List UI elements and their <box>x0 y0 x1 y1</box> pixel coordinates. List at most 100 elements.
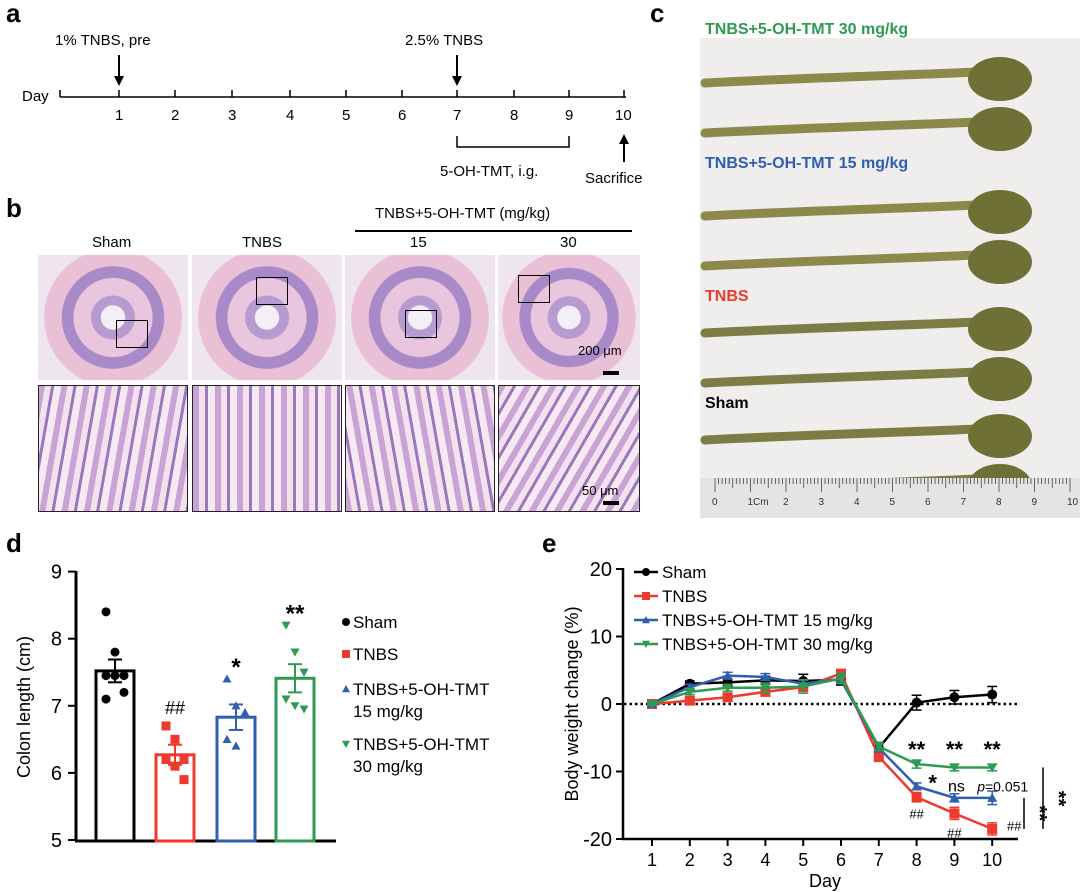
colon-cecum <box>968 357 1032 401</box>
day-label: 3 <box>228 107 237 124</box>
y-tick-label: 7 <box>51 696 62 718</box>
data-point <box>101 607 111 617</box>
legend-marker <box>642 568 650 576</box>
legend-label: TNBS+5-OH-TMT <box>353 680 489 699</box>
legend-marker <box>342 740 350 748</box>
colon-segment <box>700 249 1005 271</box>
data-point <box>987 792 998 802</box>
panel-label-c: c <box>650 0 665 28</box>
pre-arrow-icon-head <box>114 76 124 86</box>
treatment-label: 5-OH-TMT, i.g. <box>440 163 539 180</box>
zoom-box <box>518 275 550 303</box>
legend-marker <box>342 685 350 693</box>
colon-cecum <box>968 107 1032 151</box>
legend-label: Sham <box>353 613 397 632</box>
photo-label-sham: Sham <box>705 395 749 412</box>
ruler-label: 0 <box>712 497 718 508</box>
data-point <box>722 683 733 693</box>
data-point <box>949 763 960 773</box>
histology-highmag-2 <box>345 385 495 512</box>
series-line-2 <box>651 674 993 800</box>
data-point <box>119 671 129 681</box>
data-point <box>179 754 189 764</box>
day-label: 6 <box>398 107 407 124</box>
significance-label: ## <box>165 698 185 718</box>
day-label: 1 <box>115 107 124 124</box>
histology-lowmag-1 <box>192 255 342 380</box>
colon-photo <box>700 38 1080 518</box>
histology-group-header: TNBS+5-OH-TMT (mg/kg) <box>375 205 551 222</box>
x-axis-title: Day <box>809 871 841 891</box>
data-point <box>231 741 241 750</box>
hash-label: ## <box>947 825 962 840</box>
panel-label-b: b <box>6 193 22 223</box>
data-point <box>281 621 291 630</box>
data-point <box>949 692 960 703</box>
data-point <box>119 687 129 697</box>
histology-highmag-1 <box>192 385 342 512</box>
photo-label-15: TNBS+5-OH-TMT 15 mg/kg <box>705 155 909 172</box>
timeline-axis-label: Day <box>22 88 49 105</box>
significance-label: ** <box>946 737 964 762</box>
x-tick-label: 9 <box>949 850 959 870</box>
body-weight-chart: -20 -10 0 10 20 1 2 3 4 5 6 7 8 9 10 Day Body weight cha… <box>562 559 1069 891</box>
y-tick-label: -10 <box>583 762 612 784</box>
data-point <box>101 671 111 681</box>
significance-label: ns <box>948 778 965 795</box>
hash-label: ## <box>909 806 924 821</box>
data-point <box>760 672 771 681</box>
data-point <box>911 760 922 770</box>
bar-0 <box>94 669 136 843</box>
y-tick-label: 8 <box>51 629 62 651</box>
legend-label: TNBS <box>353 645 398 664</box>
colon-cecum <box>968 190 1032 234</box>
data-point <box>290 648 300 657</box>
data-point <box>987 823 998 834</box>
y-axis-title: Body weight change (%) <box>562 606 582 801</box>
panel-label-a: a <box>6 0 21 28</box>
data-point <box>222 674 232 683</box>
colon-cecum <box>968 240 1032 284</box>
data-point <box>170 734 180 744</box>
legend-label: TNBS+5-OH-TMT 30 mg/kg <box>662 635 873 654</box>
day-label: 10 <box>615 107 632 124</box>
series-line-1 <box>651 672 993 831</box>
data-point <box>161 721 171 731</box>
x-tick-label: 6 <box>836 850 846 870</box>
y-tick-label: 6 <box>51 763 62 785</box>
zoom-box <box>256 277 288 305</box>
legend-label: TNBS <box>662 587 707 606</box>
data-point <box>240 708 250 717</box>
y-tick-label: 10 <box>590 627 612 649</box>
data-point <box>222 734 232 743</box>
legend-marker <box>642 616 650 624</box>
col-header-tnbs: TNBS <box>242 234 283 251</box>
data-point <box>949 808 960 819</box>
scale-bar-top <box>603 371 619 375</box>
day-label: 7 <box>453 107 462 124</box>
data-point <box>798 682 809 692</box>
data-point <box>836 674 846 684</box>
col-header-sham: Sham <box>92 234 132 251</box>
series-line-3 <box>651 676 993 769</box>
scale-bar-label-top: 200 μm <box>578 343 622 358</box>
data-point <box>987 763 998 773</box>
data-point <box>684 695 695 706</box>
x-tick-label: 8 <box>912 850 922 870</box>
colon-segment <box>700 366 1005 388</box>
legend-marker <box>642 592 650 600</box>
colon-segment <box>700 316 1005 338</box>
histology-lowmag-0 <box>38 255 188 380</box>
ruler-label: 8 <box>996 497 1002 508</box>
tnbs-arrow-icon-head <box>452 76 462 86</box>
data-point <box>987 689 998 700</box>
x-tick-label: 2 <box>685 850 695 870</box>
legend-marker <box>342 650 350 658</box>
ruler-label: 7 <box>960 497 967 508</box>
col-header-30: 30 <box>560 234 577 251</box>
data-point <box>911 697 922 708</box>
significance-label: * <box>928 770 937 795</box>
timeline <box>59 55 629 162</box>
data-point <box>722 670 733 680</box>
y-tick-label: 5 <box>51 830 62 852</box>
